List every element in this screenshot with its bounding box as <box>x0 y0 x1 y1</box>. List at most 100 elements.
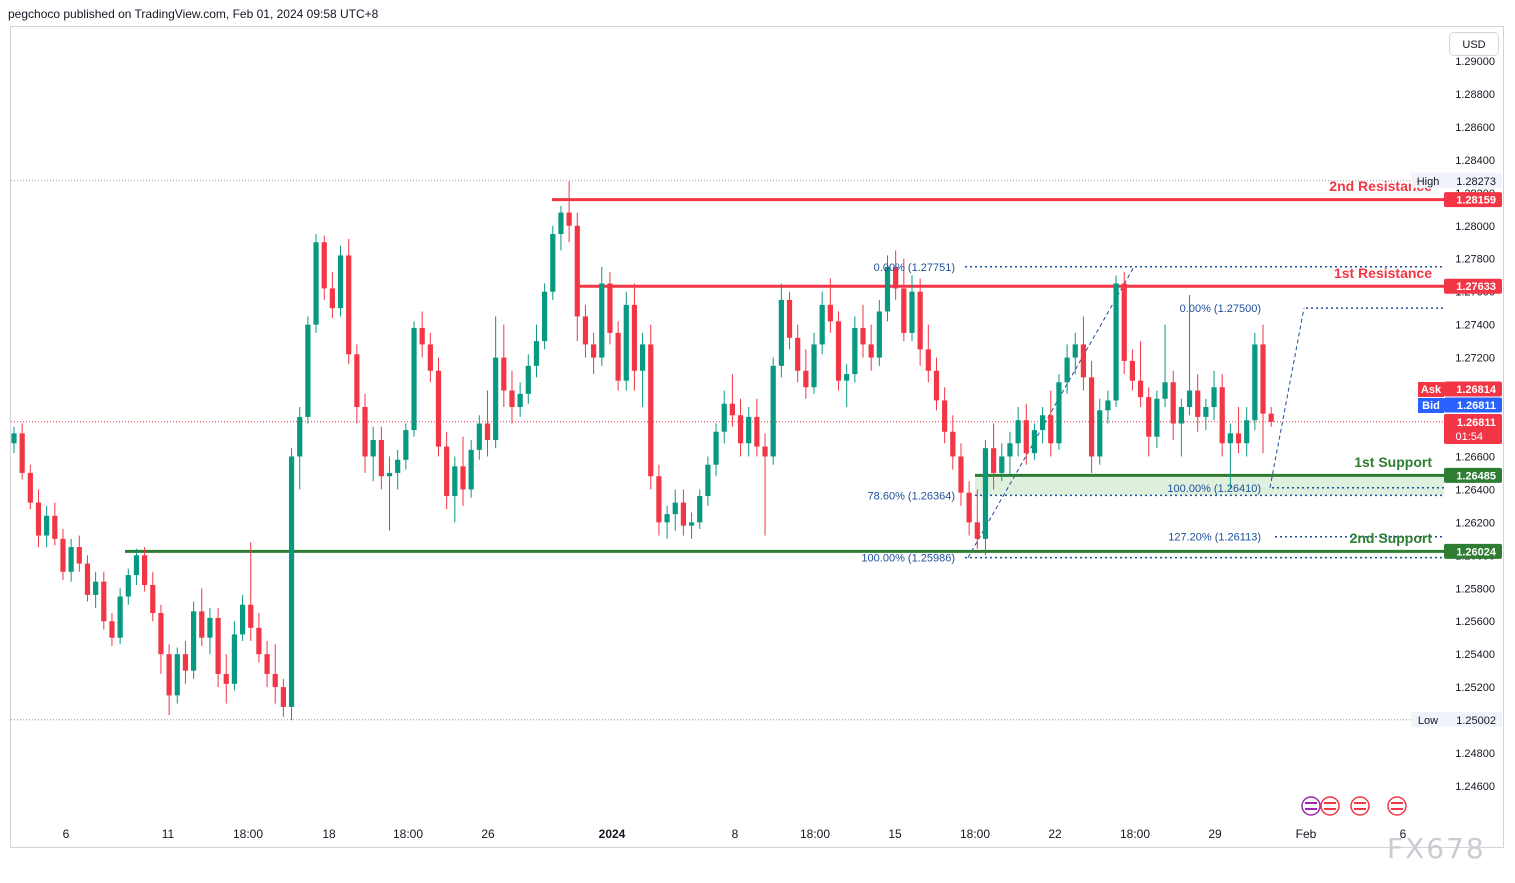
high-label: High <box>1417 176 1440 188</box>
candle-body <box>1252 344 1258 421</box>
candle-body <box>101 581 107 622</box>
candle-body <box>158 612 164 655</box>
candle-body <box>354 354 360 408</box>
candle-body <box>925 349 931 371</box>
candle-body <box>190 611 197 671</box>
candle-body <box>566 212 572 226</box>
candle-body <box>1129 360 1136 381</box>
time-tick-label: Feb <box>1296 827 1317 841</box>
candle-body <box>182 654 189 671</box>
time-tick-label: 6 <box>63 827 70 841</box>
candle-body <box>362 407 368 457</box>
candle-body <box>133 555 140 576</box>
candle-body <box>1195 390 1201 417</box>
fib-label: 100.00% (1.25986) <box>861 553 955 565</box>
candle-body <box>525 365 531 394</box>
candle-body <box>27 472 33 503</box>
price-tick-label: 1.28400 <box>1455 155 1495 167</box>
candle-body <box>1211 387 1217 408</box>
fib-label: 0.00% (1.27500) <box>1180 303 1261 315</box>
candle-body <box>713 431 719 465</box>
candle-body <box>623 304 629 381</box>
ask-price-badge <box>1444 381 1502 397</box>
candle-body <box>419 327 425 345</box>
fib-label: 100.00% (1.26410) <box>1167 483 1261 495</box>
fib-label: 127.20% (1.26113) <box>1168 532 1261 544</box>
ask-tag <box>1418 382 1444 397</box>
candle-body <box>1015 420 1021 444</box>
flag-icons <box>1301 796 1407 816</box>
candle-body <box>199 611 205 638</box>
candle-body <box>868 344 874 358</box>
candle-body <box>142 555 148 585</box>
candle-body <box>1088 377 1095 457</box>
candle-body <box>321 242 327 289</box>
candle-body <box>917 291 923 350</box>
candle-body <box>297 416 303 457</box>
candle-body <box>468 449 474 490</box>
candle-body <box>664 514 670 523</box>
support-price-value: 1.26485 <box>1456 470 1496 482</box>
candle-body <box>239 604 246 635</box>
candle-body <box>427 344 433 371</box>
candle-body <box>501 357 507 391</box>
price-tick-label: 1.25400 <box>1455 649 1495 661</box>
candle-body <box>52 515 58 539</box>
price-tick-label: 1.28800 <box>1455 89 1495 101</box>
candle-body <box>591 344 597 358</box>
time-tick-label: 18:00 <box>393 827 423 841</box>
candle-body <box>76 547 82 564</box>
candle-body <box>288 456 295 707</box>
time-tick-label: 15 <box>888 827 902 841</box>
resistance-price-value: 1.27633 <box>1456 281 1496 293</box>
candle-body <box>631 304 638 371</box>
candle-body <box>109 621 115 638</box>
candle-body <box>958 456 964 493</box>
candle-body <box>166 654 172 696</box>
candle-body <box>1186 390 1193 408</box>
candle-body <box>444 446 450 496</box>
candle-body <box>476 423 482 450</box>
candle-body <box>411 327 417 431</box>
candle-body <box>901 288 907 333</box>
candle-body <box>550 234 556 292</box>
candle-body <box>11 433 17 444</box>
candle-body <box>484 423 491 440</box>
candle-body <box>950 431 956 457</box>
candle-body <box>933 370 940 401</box>
bid-price-badge <box>1444 397 1502 413</box>
candle-body <box>452 466 458 496</box>
candle-body <box>1146 397 1152 437</box>
event-flag-icon <box>1387 796 1407 816</box>
support-label: 2nd Support <box>1350 530 1433 546</box>
currency-button[interactable]: USD <box>1449 32 1499 56</box>
candle-body <box>84 563 91 595</box>
candle-body <box>231 634 238 684</box>
time-tick-label: 6 <box>1400 827 1407 841</box>
candle-body <box>1268 413 1274 422</box>
candle-body <box>999 456 1005 473</box>
candle-body <box>574 225 580 317</box>
candle-body <box>1113 283 1119 401</box>
candle-body <box>680 502 687 526</box>
candle-body <box>648 344 654 477</box>
candle-body <box>493 357 499 440</box>
candle-body <box>93 581 99 595</box>
candle-body <box>272 673 278 688</box>
candle-body <box>607 283 613 333</box>
candle-body <box>44 515 50 536</box>
price-tick-label: 1.27800 <box>1455 254 1495 266</box>
chart-frame <box>10 26 1504 848</box>
candle-body <box>517 393 523 408</box>
fib-trendline <box>1269 308 1305 488</box>
low-label: Low <box>1418 715 1438 727</box>
price-tick-label: 1.26400 <box>1455 484 1495 496</box>
candle-body <box>125 575 131 597</box>
candle-body <box>248 604 254 628</box>
candle-body <box>150 584 156 613</box>
price-tick-label: 1.25600 <box>1455 616 1495 628</box>
candle-body <box>1154 398 1160 437</box>
candle-body <box>582 316 589 345</box>
candle-body <box>778 299 784 366</box>
